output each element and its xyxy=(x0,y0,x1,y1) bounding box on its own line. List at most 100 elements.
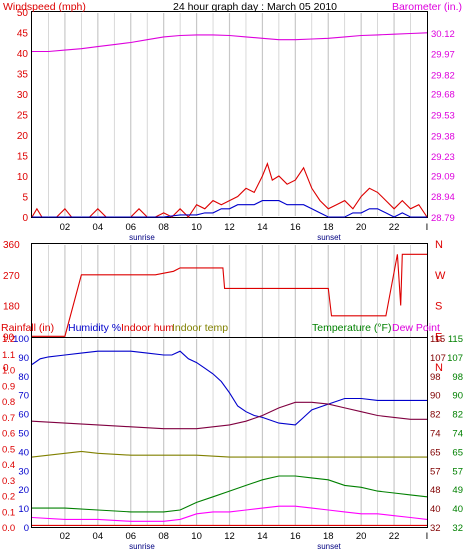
tick-label: 0.8 xyxy=(2,397,15,408)
tick-label: 65 xyxy=(452,447,463,458)
tick-label: 40 xyxy=(17,49,29,60)
right-axis-label: Barometer (in.) xyxy=(392,1,462,13)
tick-label: 100 xyxy=(13,334,29,345)
tick-label: 14 xyxy=(257,531,268,542)
series-average xyxy=(32,200,427,218)
tick-label: 12 xyxy=(224,531,235,542)
tick-label: 70 xyxy=(18,391,29,402)
tick-label: 180 xyxy=(3,302,20,313)
tick-label: N xyxy=(435,239,443,251)
tick-label: 40 xyxy=(18,447,29,458)
tick-label: 45 xyxy=(17,29,29,40)
indoor-hum-label: Indoor hum xyxy=(121,322,174,334)
tick-label: 32 xyxy=(452,523,463,534)
tick-label: 29.53 xyxy=(431,111,455,122)
series-barometer xyxy=(32,32,428,53)
tick-label: I xyxy=(426,222,429,233)
tick-label: 90 xyxy=(430,391,441,402)
tick-label: 115 xyxy=(430,334,445,345)
tick-label: 16 xyxy=(290,222,301,233)
tick-label: 29.09 xyxy=(431,171,455,182)
tick-label: 50 xyxy=(17,8,29,19)
tick-label: 20 xyxy=(356,531,367,542)
tick-label: 82 xyxy=(452,410,463,421)
tick-label: 02 xyxy=(60,531,71,542)
tick-label: 20 xyxy=(356,222,367,233)
rainfall-ticks: 0.0 0.1 0.2 0.3 0.4 0.5 0.6 0.7 0.8 0.9 1.0 1.1 1.2 xyxy=(2,334,15,534)
tick-label: 18 xyxy=(323,531,334,542)
tick-label: 107 xyxy=(430,353,446,364)
windspeed-panel: Windspeed (mph) 24 hour graph day : Marc… xyxy=(3,1,462,242)
tick-label: 29.68 xyxy=(431,90,455,101)
dew-point-label: Dew Point xyxy=(392,322,440,334)
degree-ticks: 0 90 180 270 360 xyxy=(3,240,20,374)
temperature-axis-label: Temperature (°F) xyxy=(312,322,391,334)
hour-ticks: 02 04 06 08 10 12 14 16 18 20 22 I xyxy=(60,222,429,233)
tick-label: 28.79 xyxy=(431,213,455,224)
tick-label: 5 xyxy=(22,193,28,204)
tick-label: 30.12 xyxy=(431,29,455,40)
tick-label: 10 xyxy=(18,504,29,515)
tick-label: 50 xyxy=(18,429,29,440)
tick-label: 0.0 xyxy=(2,523,15,534)
tick-label: N xyxy=(435,362,443,374)
tick-label: 98 xyxy=(452,372,463,383)
series-indoor-temp xyxy=(31,450,427,458)
tick-label: 14 xyxy=(257,222,268,233)
tick-label: 0 xyxy=(3,363,9,374)
sunrise-label: sunrise xyxy=(129,233,155,242)
tick-label: 10 xyxy=(17,172,29,183)
tick-label: 29.82 xyxy=(431,70,455,81)
tick-label: 40 xyxy=(452,504,463,515)
windspeed-ticks: 0 5 10 15 20 25 30 35 40 45 50 xyxy=(17,8,29,224)
chart-title: 24 hour graph day : March 05 2010 xyxy=(173,1,337,13)
tick-label: 30 xyxy=(17,90,29,101)
tick-label: 107 xyxy=(447,353,463,364)
tick-label: 90 xyxy=(452,391,463,402)
tick-label: 90 xyxy=(3,332,15,343)
tick-label: 06 xyxy=(125,531,136,542)
tick-label: 0 xyxy=(22,213,28,224)
tick-label: 270 xyxy=(3,271,20,282)
tick-label: 22 xyxy=(389,222,400,233)
temperature-panel: Rainfall (in) Humidity % Indoor hum Indo… xyxy=(1,322,463,551)
tick-label: 360 xyxy=(3,240,20,251)
temperature-ticks: 32 40 49 57 65 74 82 90 98 107 115 xyxy=(447,334,463,534)
tick-label: 25 xyxy=(17,111,29,122)
tick-label: 90 xyxy=(18,353,29,364)
tick-label: 1.2 xyxy=(2,334,15,345)
tick-label: W xyxy=(435,270,446,282)
tick-label: S xyxy=(435,301,442,313)
tick-label: I xyxy=(426,531,429,542)
series-dew-point xyxy=(31,505,428,522)
tick-label: 18 xyxy=(323,222,334,233)
tick-label: 15 xyxy=(17,152,29,163)
series-wind-direction xyxy=(32,253,427,337)
tick-label: 12 xyxy=(224,222,235,233)
tick-label: 0.1 xyxy=(2,507,15,518)
humidity-ticks: 0 10 20 30 40 50 60 70 80 90 100 xyxy=(13,334,29,534)
tick-label: 22 xyxy=(389,531,400,542)
tick-label: 04 xyxy=(93,222,104,233)
tick-label: 65 xyxy=(430,447,441,458)
tick-label: 0.2 xyxy=(2,492,15,503)
tick-label: E xyxy=(435,331,442,343)
tick-label: 02 xyxy=(60,222,71,233)
tick-label: 08 xyxy=(158,531,169,542)
tick-label: 06 xyxy=(125,222,136,233)
tick-label: 0.9 xyxy=(2,381,15,392)
tick-label: 0.6 xyxy=(2,429,15,440)
sunset-label: sunset xyxy=(317,233,341,242)
tick-label: 29.38 xyxy=(431,131,455,142)
humidity-axis-label: Humidity % xyxy=(68,322,121,334)
tick-label: 57 xyxy=(430,466,441,477)
tick-label: 10 xyxy=(191,222,202,233)
tick-label: 08 xyxy=(158,222,169,233)
sunset-label: sunset xyxy=(317,542,341,551)
sunrise-label: sunrise xyxy=(129,542,155,551)
tick-label: 29.97 xyxy=(431,50,455,61)
indoor-temp-ticks: 32 40 48 57 65 74 82 90 98 107 115 xyxy=(430,334,446,534)
tick-label: 04 xyxy=(93,531,104,542)
tick-label: 0.3 xyxy=(2,476,15,487)
